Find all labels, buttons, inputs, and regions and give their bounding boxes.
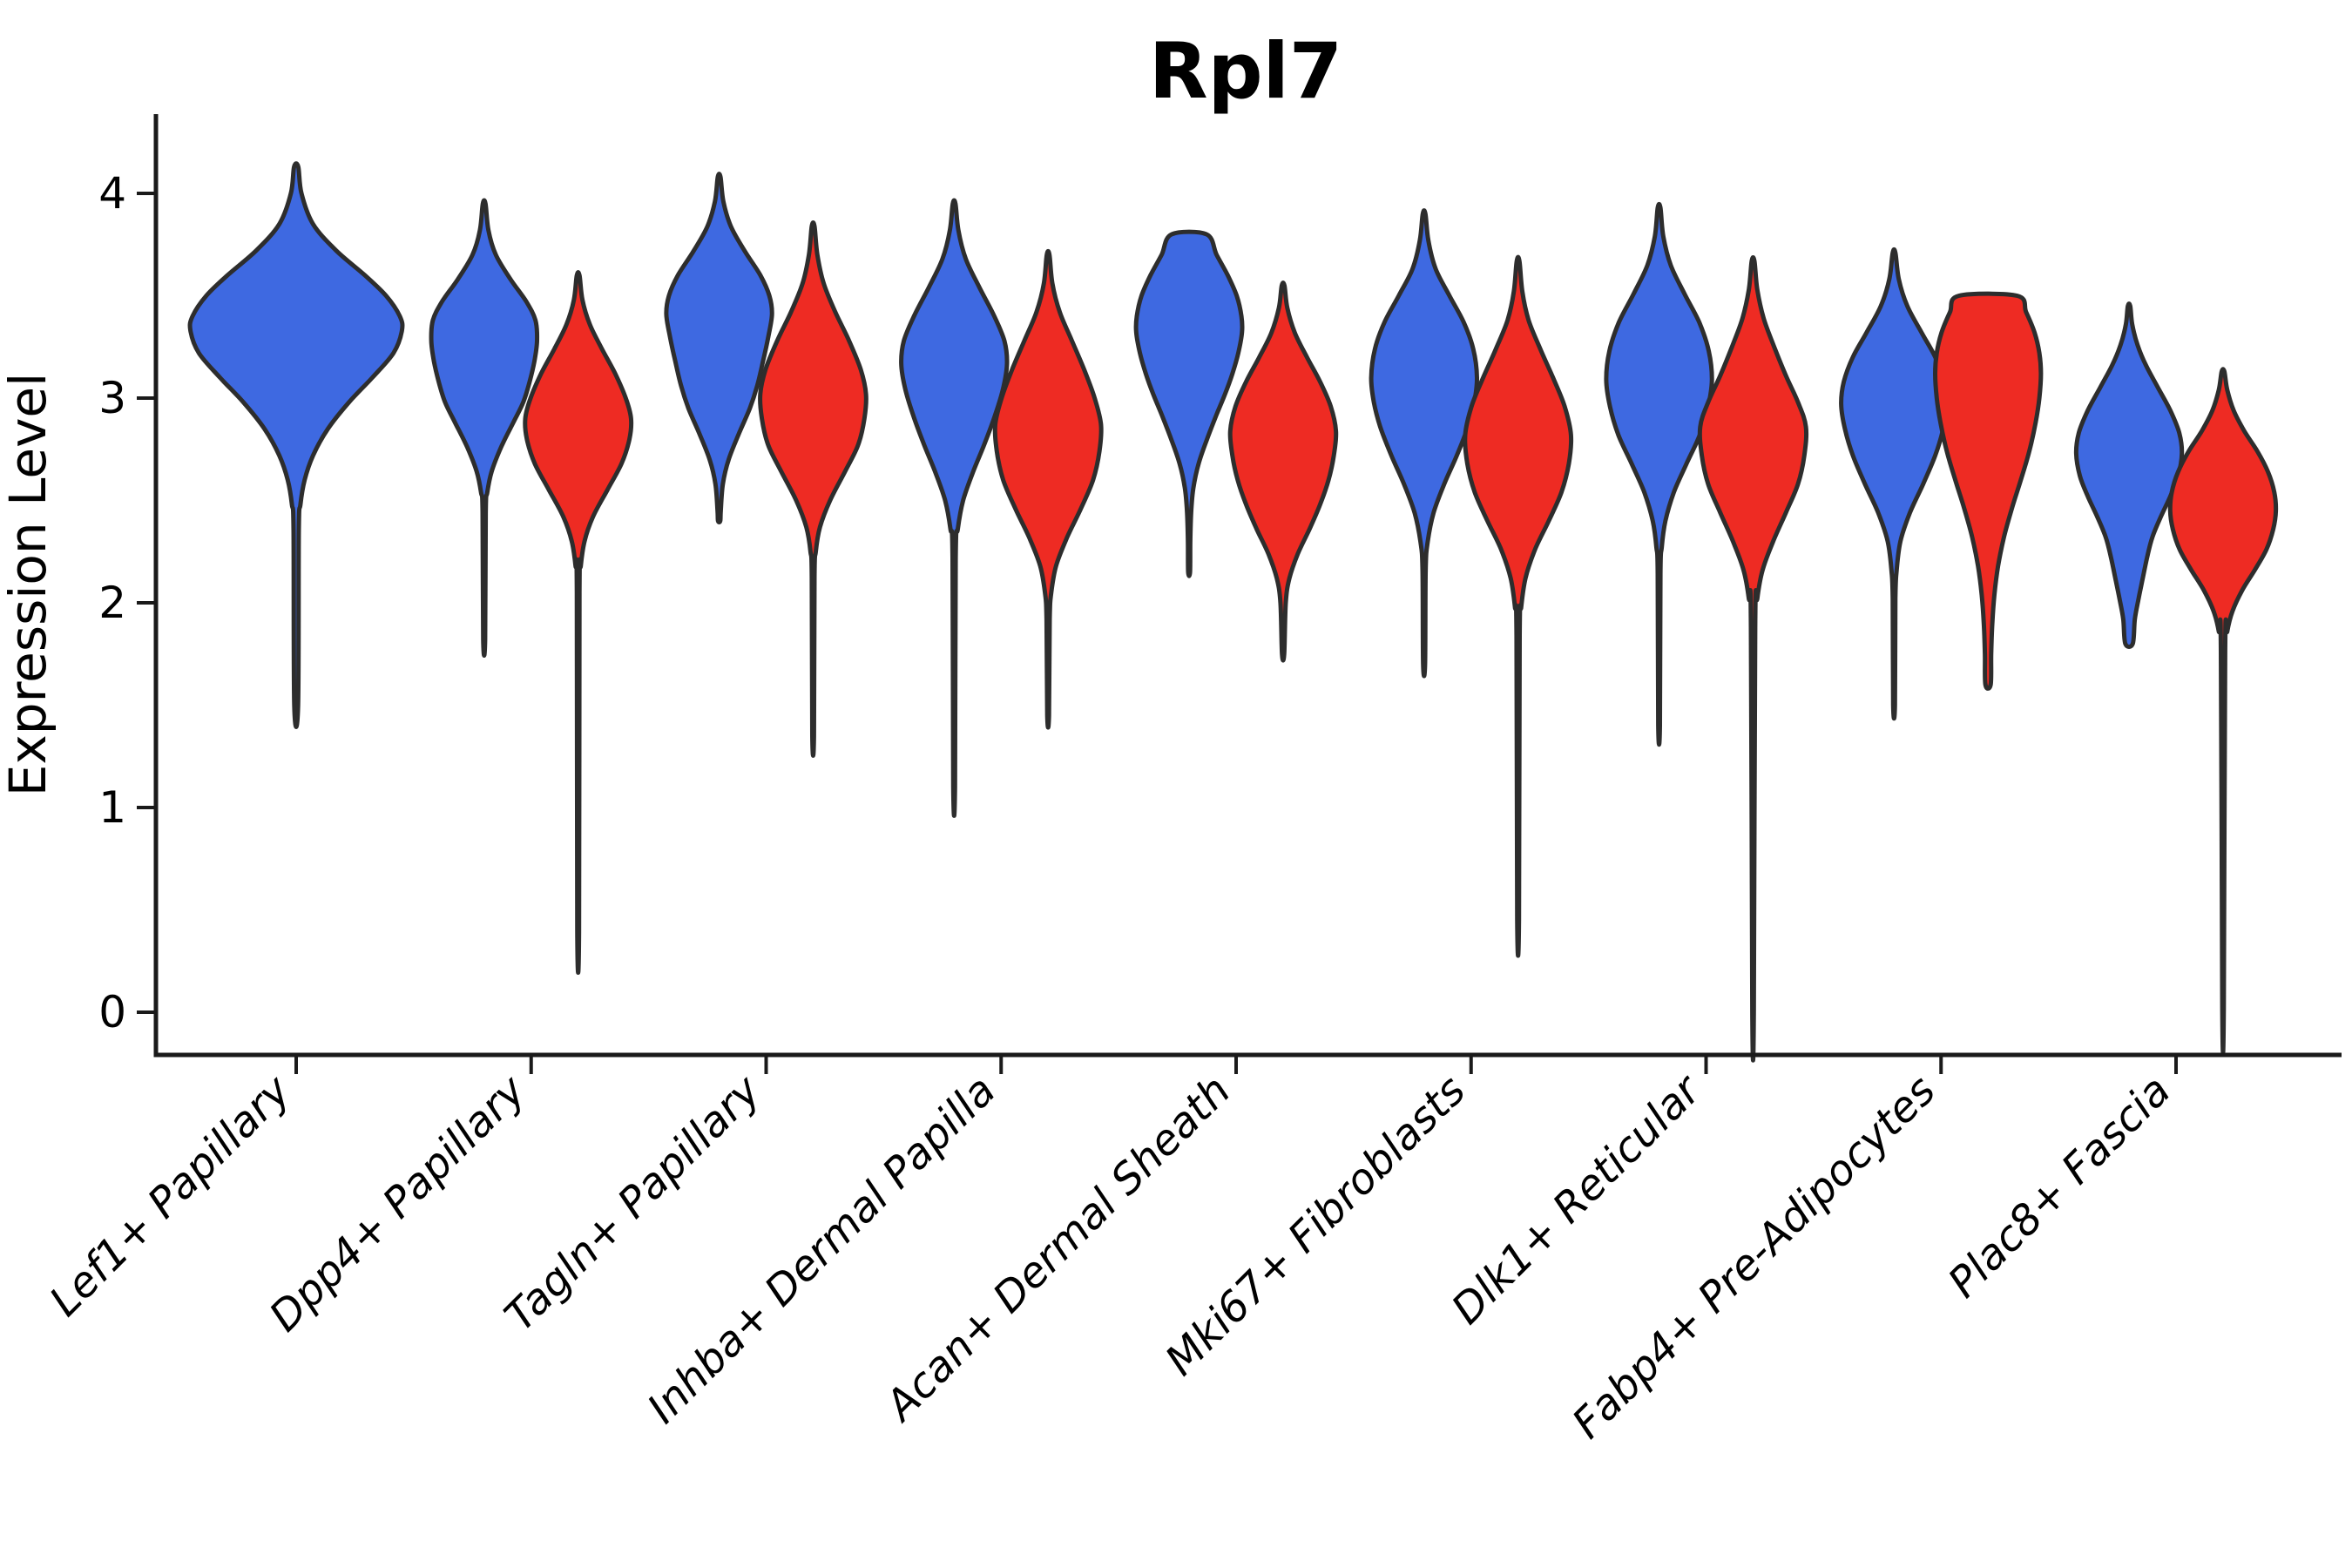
violin-fabp4-pre-adipocytes-blue (1839, 247, 1950, 721)
x-tick-label-dlk1-reticular: Dlk1+ Reticular (1443, 1064, 1713, 1335)
violin-dpp4-papillary-red (523, 269, 634, 975)
violin-acan-dermal-sheath-red (1227, 280, 1339, 663)
violin-dpp4-papillary-blue (429, 198, 540, 659)
violin-mki67-fibroblasts-red (1463, 254, 1574, 958)
y-tick-label-4: 4 (98, 168, 126, 219)
y-tick-label-0: 0 (98, 987, 126, 1037)
y-axis-label: Expression Level (0, 373, 57, 796)
violin-plac8-fascia-blue (2073, 301, 2185, 649)
y-tick-label-3: 3 (98, 373, 126, 423)
violin-dlk1-reticular-blue (1604, 201, 1714, 747)
violin-plac8-fascia-red (2167, 367, 2279, 1055)
violin-fabp4-pre-adipocytes-red (1933, 291, 2044, 691)
x-tick-label-lef1-papillary: Lef1+ Papillary (40, 1065, 301, 1326)
violin-tagln-papillary-blue (664, 172, 774, 524)
violins-layer (187, 161, 2279, 1063)
violin-inhba-dermal-papilla-red (992, 248, 1104, 730)
violin-inhba-dermal-papilla-blue (899, 198, 1010, 818)
violin-lef1-papillary-blue (187, 161, 405, 729)
chart-title: Rpl7 (1149, 26, 1342, 116)
violin-mki67-fibroblasts-blue (1369, 208, 1480, 679)
x-tick-label-dpp4-papillary: Dpp4+ Papillary (260, 1065, 536, 1341)
y-tick-label-2: 2 (98, 578, 126, 628)
violin-dlk1-reticular-red (1697, 254, 1809, 1063)
violin-acan-dermal-sheath-blue (1133, 229, 1245, 578)
x-tick-label-plac8-fascia: Plac8+ Fascia (1939, 1066, 2180, 1308)
violin-tagln-papillary-red (758, 220, 868, 758)
x-tick-label-tagln-papillary: Tagln+ Papillary (496, 1065, 771, 1341)
y-tick-label-1: 1 (98, 782, 126, 833)
